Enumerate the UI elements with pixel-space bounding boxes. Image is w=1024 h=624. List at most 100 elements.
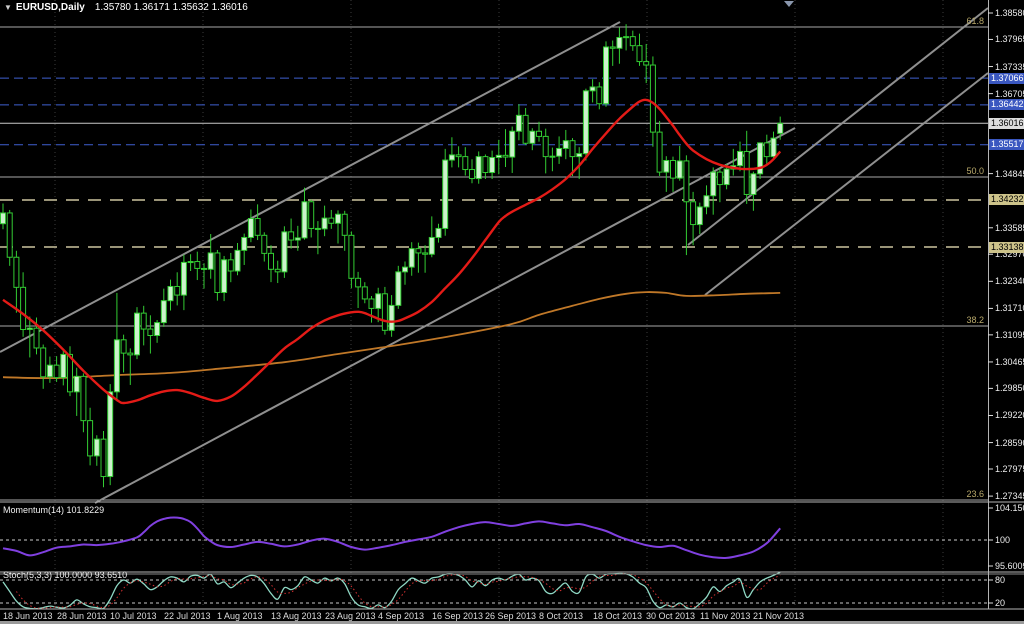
date-axis-label: 28 Jun 2013 xyxy=(57,611,107,621)
candle-body xyxy=(636,45,643,63)
price-level-tag: 1.36442 xyxy=(989,99,1024,111)
candle-body xyxy=(770,137,777,158)
candle-body xyxy=(247,218,254,238)
candle-body xyxy=(663,159,670,173)
candle-body xyxy=(314,227,321,230)
candle-body xyxy=(609,46,616,49)
candle-body xyxy=(395,271,402,306)
candle-body xyxy=(254,218,261,236)
fib-level-label: 50.0 xyxy=(966,166,984,176)
candle-body xyxy=(703,195,710,208)
symbol-dropdown-icon[interactable]: ▼ xyxy=(4,3,12,12)
candle-body xyxy=(469,169,475,180)
date-axis-label: 4 Sep 2013 xyxy=(378,611,425,621)
candle-body xyxy=(113,339,120,393)
candle-body xyxy=(750,173,757,195)
candle-body xyxy=(73,375,80,393)
date-axis-label: 23 Aug 2013 xyxy=(325,611,376,621)
stochastic-indicator-label: Stoch(5,3,3) 100.0000 93.6510 xyxy=(3,570,127,580)
momentum-indicator-name: Momentum(14) xyxy=(3,505,65,515)
candle-body xyxy=(154,322,161,337)
candle-body xyxy=(207,252,214,270)
momentum-line xyxy=(2,516,781,560)
candle-body xyxy=(696,206,703,226)
price-axis-label: 1.34845 xyxy=(995,168,1024,179)
candle-body xyxy=(415,248,422,254)
date-axis-label: 18 Oct 2013 xyxy=(593,611,643,621)
candle-body xyxy=(562,140,569,149)
candle-body xyxy=(147,328,154,336)
date-axis-label: 21 Nov 2013 xyxy=(753,611,805,621)
candle-body xyxy=(227,259,234,272)
candle-body xyxy=(442,159,449,229)
date-axis-label: 26 Sep 2013 xyxy=(485,611,537,621)
candle-body xyxy=(107,391,114,478)
candle-body xyxy=(100,438,107,478)
date-axis-label: 18 Jun 2013 xyxy=(3,611,53,621)
trend-channel-line xyxy=(94,127,796,504)
candle-body xyxy=(341,213,348,236)
stoch-axis-label: 20 xyxy=(995,598,1006,608)
candle-body xyxy=(408,248,415,268)
candle-body xyxy=(40,347,47,378)
trend-channel-line xyxy=(0,21,621,353)
candle-body xyxy=(180,261,187,296)
price-axis-label: 1.28590 xyxy=(995,437,1024,448)
candle-body xyxy=(281,231,288,273)
candle-body xyxy=(13,256,20,288)
candle-body xyxy=(737,150,743,167)
candle-body xyxy=(348,234,355,279)
candle-body xyxy=(80,375,87,422)
price-axis-label: 1.36705 xyxy=(995,88,1024,99)
candle-body xyxy=(596,86,603,105)
date-axis-label: 1 Aug 2013 xyxy=(217,611,263,621)
momentum-indicator-value: 101.8229 xyxy=(66,505,105,515)
ma-slow-line xyxy=(2,291,781,380)
stochastic-indicator-value: 100.0000 93.6510 xyxy=(54,570,128,580)
candle-body xyxy=(515,114,522,132)
candle-body xyxy=(763,142,770,158)
fib-level-label: 23.6 xyxy=(966,489,984,500)
candle-body xyxy=(589,86,596,92)
price-level-tag: 1.37066 xyxy=(989,72,1024,84)
candle-body xyxy=(743,150,750,195)
current-price-tag: 1.36016 xyxy=(989,117,1024,129)
candle-body xyxy=(549,155,556,158)
fib-level-label: 38.2 xyxy=(966,315,984,326)
candle-body xyxy=(495,154,502,158)
candle-body xyxy=(381,293,388,331)
date-axis-label: 11 Nov 2013 xyxy=(700,611,751,621)
candle-body xyxy=(576,153,583,158)
price-axis-label: 1.32970 xyxy=(995,249,1024,260)
candle-body xyxy=(690,201,697,226)
ma-fast-line xyxy=(2,98,782,405)
candle-body xyxy=(140,312,147,330)
candle-body xyxy=(482,156,489,174)
candle-body xyxy=(623,36,630,39)
fib-level-label: 61.8 xyxy=(966,16,984,27)
candle-body xyxy=(288,231,295,241)
price-axis-label: 1.27975 xyxy=(995,464,1024,474)
time-axis[interactable]: 18 Jun 2013 28 Jun 2013 10 Jul 2013 22 Jul … xyxy=(0,611,988,623)
price-axis-label: 1.32340 xyxy=(995,276,1024,287)
chart-title: ▼ EURUSD,Daily 1.35780 1.36171 1.35632 1.3… xyxy=(4,2,248,13)
candle-body xyxy=(194,261,201,269)
candle-body xyxy=(616,37,623,49)
candle-body xyxy=(536,130,542,137)
candle-body xyxy=(187,261,194,264)
momentum-axis-label: 104.1502 xyxy=(995,503,1024,513)
candle-body xyxy=(522,114,529,144)
candle-body xyxy=(335,213,341,224)
candle-body xyxy=(569,140,576,158)
chart-ohlc-quote: 1.35780 1.36171 1.35632 1.36016 xyxy=(94,2,248,13)
candle-body xyxy=(294,237,301,241)
candle-body xyxy=(556,147,563,157)
momentum-axis-label: 95.6009 xyxy=(995,561,1024,571)
candle-body xyxy=(274,268,281,273)
candle-body xyxy=(214,252,221,294)
price-axis[interactable] xyxy=(988,0,1024,610)
trend-channel-line xyxy=(704,72,989,296)
chart-shift-marker-icon[interactable] xyxy=(784,1,794,7)
candle-body xyxy=(60,353,67,379)
